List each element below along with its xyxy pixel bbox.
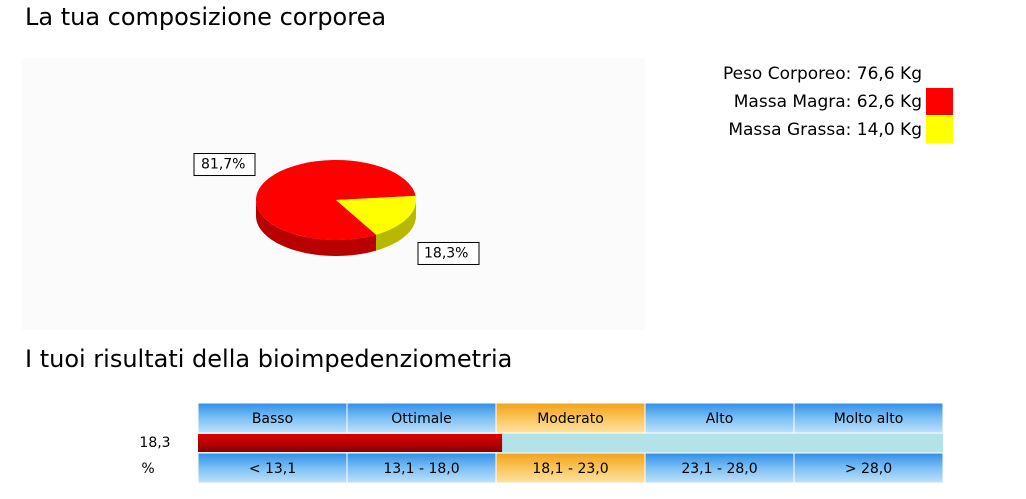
range-table: Basso < 13,1 Ottimale 13,1 - 18,0 Moderato 18…	[197, 402, 944, 484]
legend-swatch	[926, 88, 953, 115]
legend-item: Massa Grassa: 14,0 Kg	[728, 120, 922, 140]
band-header	[346, 402, 497, 434]
section-title: I tuoi risultati della bioimpedenziometr…	[25, 345, 512, 373]
legend-total: Peso Corporeo: 76,6 Kg	[723, 64, 922, 84]
band-name: Basso	[252, 411, 293, 427]
legend-swatch	[926, 116, 953, 143]
band-label: 13,1 - 18,0	[383, 461, 459, 477]
band-label: 23,1 - 28,0	[681, 461, 757, 477]
band-name: Alto	[706, 411, 734, 427]
pie-chart: 81,7% 18,3%	[193, 153, 480, 265]
result-bar	[198, 434, 503, 452]
result-unit: %	[141, 461, 154, 477]
band-name: Moderato	[537, 411, 604, 427]
band-range	[197, 452, 348, 484]
pie-label: 81,7%	[201, 157, 245, 173]
band-label: 18,1 - 23,0	[532, 461, 608, 477]
pie-slice	[336, 195, 416, 235]
pie-slice	[256, 160, 416, 240]
result-value: 18,3	[139, 435, 170, 451]
band-header	[495, 402, 646, 434]
band-range	[793, 452, 944, 484]
band-header	[197, 402, 348, 434]
band-name: Molto alto	[834, 411, 904, 427]
band-range	[346, 452, 497, 484]
pie-slice-side	[256, 200, 376, 256]
legend-item: Massa Magra: 62,6 Kg	[734, 92, 922, 112]
pie-slice-side	[376, 200, 416, 251]
band-label: > 28,0	[845, 461, 892, 477]
band-range	[495, 452, 646, 484]
pie-label-box	[193, 153, 256, 177]
pie-label: 18,3%	[424, 245, 468, 261]
band-name: Ottimale	[391, 411, 452, 427]
band-range	[644, 452, 795, 484]
band-header	[793, 402, 944, 434]
pie-label-box	[417, 241, 480, 265]
band-label: < 13,1	[249, 461, 296, 477]
band-header	[644, 402, 795, 434]
section-title: La tua composizione corporea	[25, 3, 386, 31]
